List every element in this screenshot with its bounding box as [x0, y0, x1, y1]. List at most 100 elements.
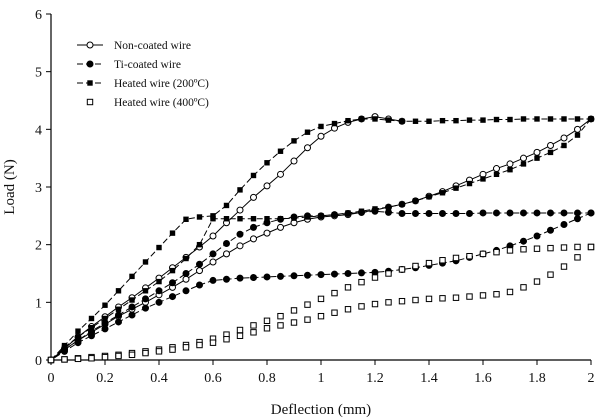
data-point — [385, 117, 392, 123]
data-point — [533, 245, 541, 252]
data-point — [236, 242, 244, 250]
series-2-unloading-line — [50, 212, 592, 361]
data-point — [399, 118, 405, 124]
data-point — [304, 129, 311, 135]
x-tick-label: 0.8 — [258, 371, 276, 386]
data-point — [317, 132, 325, 140]
data-point — [277, 272, 284, 280]
data-point — [317, 312, 325, 320]
data-point — [237, 187, 243, 193]
series-2-loading-line — [50, 210, 591, 361]
legend-label-3: Heated wire (200ºC) — [114, 78, 209, 90]
data-point — [115, 318, 122, 326]
data-point — [345, 210, 351, 216]
legend-marker-2 — [86, 60, 94, 68]
data-point — [183, 255, 189, 262]
data-point — [318, 213, 324, 219]
data-point — [142, 349, 149, 357]
data-point — [331, 270, 338, 278]
data-point — [196, 241, 203, 248]
data-point — [506, 288, 514, 296]
x-tick-label: 0.6 — [204, 371, 222, 386]
data-point — [520, 237, 527, 245]
data-point — [412, 262, 419, 270]
data-point — [115, 311, 122, 319]
data-point — [574, 132, 581, 138]
data-point — [182, 270, 190, 277]
data-point — [588, 116, 594, 122]
legend-marker-1 — [86, 41, 94, 49]
data-point — [304, 301, 311, 308]
x-tick-label: 1 — [318, 371, 325, 386]
data-point — [533, 209, 541, 217]
data-point — [236, 274, 244, 282]
data-point — [182, 287, 190, 295]
data-point — [88, 332, 95, 340]
data-point — [209, 258, 217, 266]
data-point — [358, 208, 365, 214]
data-point — [398, 266, 406, 273]
data-point — [304, 271, 311, 279]
x-axis-title: Deflection (mm) — [271, 402, 371, 418]
data-point — [372, 206, 378, 212]
y-tick-label: 1 — [35, 296, 42, 311]
data-point — [479, 292, 487, 299]
data-point — [264, 160, 270, 166]
data-point — [506, 209, 514, 217]
axis-ticks: 0 0.2 0.4 0.6 0.8 1 1.2 1.4 1.6 1.8 2 0 1 2 3 4 5 6 — [35, 8, 595, 386]
data-point — [426, 194, 432, 200]
data-point — [385, 208, 392, 216]
data-point — [507, 116, 513, 123]
data-point — [385, 204, 392, 210]
data-point — [587, 209, 595, 217]
data-point — [506, 247, 514, 254]
data-point — [560, 244, 568, 251]
data-point — [88, 355, 95, 362]
data-point — [398, 297, 406, 305]
data-point — [169, 293, 176, 301]
y-tick-label: 3 — [35, 181, 42, 196]
x-tick-label: 1.2 — [366, 371, 384, 386]
data-point — [264, 216, 270, 222]
data-point — [331, 309, 338, 316]
data-point — [142, 304, 149, 312]
data-point — [345, 117, 351, 124]
data-point — [75, 334, 81, 340]
x-tick-label: 0 — [48, 371, 55, 386]
data-point — [520, 116, 527, 122]
data-point — [75, 328, 81, 334]
data-point — [210, 216, 216, 222]
legend-label-2: Ti-coated wire — [114, 59, 181, 71]
data-point — [290, 307, 298, 314]
data-point — [547, 209, 554, 217]
data-point — [196, 214, 203, 220]
data-point — [223, 240, 230, 248]
data-point — [533, 278, 541, 285]
series-3 — [48, 116, 594, 363]
data-point — [425, 210, 433, 218]
data-point — [371, 274, 379, 281]
data-point — [223, 216, 230, 222]
data-point — [561, 142, 567, 149]
data-point — [385, 299, 392, 306]
y-tick-label: 0 — [35, 354, 42, 369]
data-point — [223, 250, 230, 258]
legend-label-4: Heated wire (400ºC) — [114, 97, 209, 109]
data-point — [398, 210, 406, 218]
data-point — [547, 149, 554, 156]
data-point — [358, 278, 365, 286]
data-point — [331, 211, 338, 218]
data-point — [493, 165, 500, 173]
data-point — [142, 259, 149, 265]
data-point — [102, 302, 108, 308]
data-point — [452, 254, 460, 262]
data-point — [493, 248, 500, 256]
data-point — [317, 271, 325, 279]
data-point — [142, 295, 149, 303]
data-point — [547, 244, 554, 252]
data-point — [223, 275, 230, 283]
data-point — [236, 206, 244, 214]
data-point — [412, 210, 419, 218]
data-point — [263, 317, 271, 324]
data-point — [102, 315, 108, 322]
